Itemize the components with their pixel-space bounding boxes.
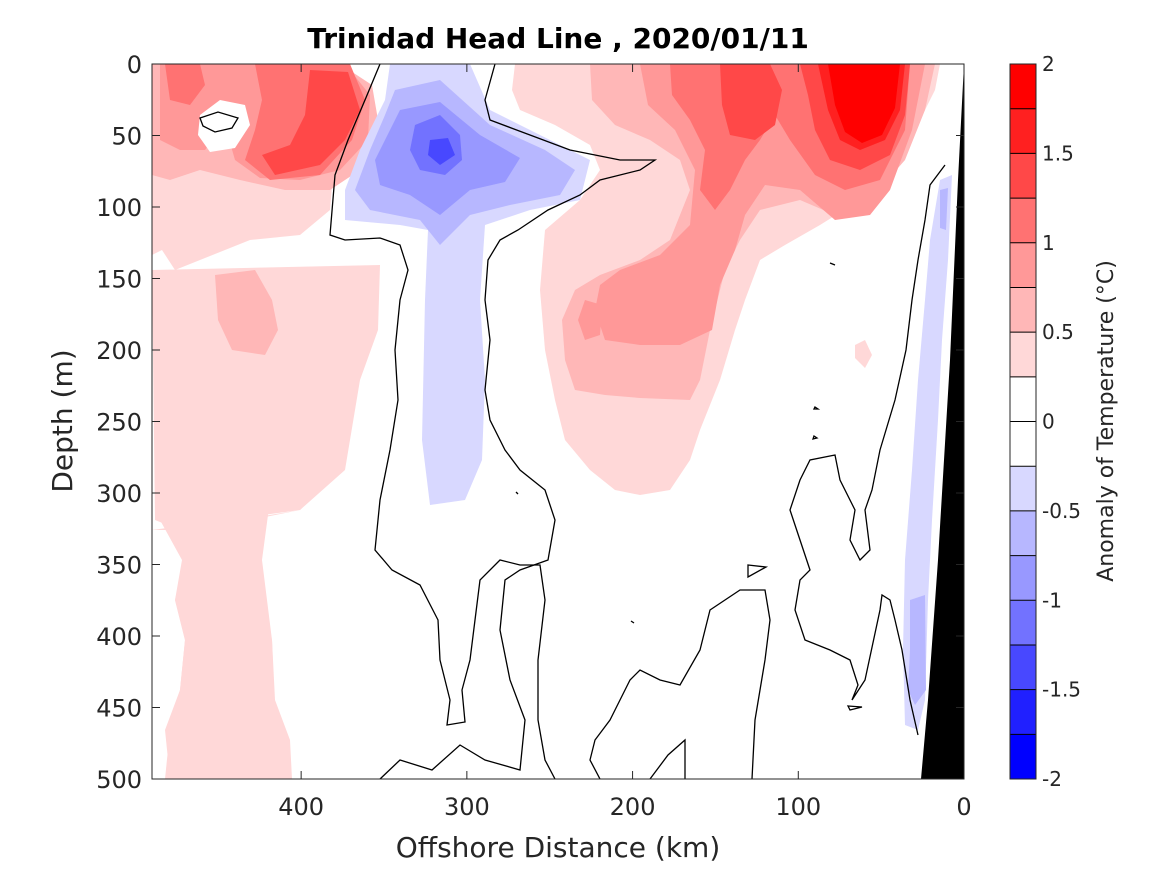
colorbar-label: Anomaly of Temperature (°C) — [1094, 260, 1119, 582]
colorbar-tick-label: 1 — [1042, 231, 1055, 255]
contour-ring-1 — [199, 111, 239, 133]
y-tick-label: 150 — [96, 266, 142, 294]
contour-dot-3 — [812, 434, 819, 440]
colorbar-swatch — [1010, 421, 1036, 467]
colorbar-swatch — [1010, 242, 1036, 288]
colorbar-swatch — [1010, 287, 1036, 333]
colorbar-tick-label: 2 — [1042, 52, 1055, 76]
colorbar-swatch — [1010, 108, 1036, 154]
anomaly-region-neutral-hole — [198, 100, 250, 152]
anomaly-region-warm-center — [828, 64, 900, 143]
y-axis: 0 50 100 150 200 250 300 350 400 450 500 — [96, 51, 964, 794]
colorbar-tick-label: 0.5 — [1042, 320, 1074, 344]
colorbar-swatch — [1010, 555, 1036, 601]
anomaly-region-nearshore-cold-spot — [940, 188, 948, 230]
y-tick-label: 450 — [96, 695, 142, 723]
colorbar-tick-label: 0 — [1042, 410, 1055, 434]
x-tick-label: 200 — [610, 793, 656, 821]
colorbar-swatch — [1010, 332, 1036, 378]
contour-ring-3 — [846, 705, 863, 711]
colorbar-swatch — [1010, 198, 1036, 244]
anomaly-region-warm-b-core — [262, 70, 360, 175]
y-tick-label: 300 — [96, 480, 142, 508]
contour-line-4 — [589, 589, 771, 779]
colorbar-tick-label: -1.5 — [1042, 678, 1081, 702]
y-tick-label: 50 — [111, 123, 142, 151]
colorbar-tick-label: -2 — [1042, 767, 1062, 791]
colorbar-swatch — [1010, 510, 1036, 557]
anomaly-region-inshore-hotter — [720, 64, 782, 140]
anomaly-region-nearshore-cold-strong — [908, 595, 926, 705]
anomaly-region-nearshore-cold — [903, 175, 952, 730]
y-tick-label: 250 — [96, 409, 142, 437]
contour-line-2 — [379, 64, 658, 779]
colorbar-swatch — [1010, 466, 1036, 512]
colorbar-frame — [1009, 63, 1037, 780]
x-tick-label: 100 — [775, 793, 821, 821]
anomaly-region-warm-spot — [855, 340, 872, 368]
y-tick-label: 350 — [96, 552, 142, 580]
contour-line-5 — [649, 738, 686, 779]
colorbar-ticks: 2 1.5 1 0.5 0 -0.5 -1 -1.5 -2 — [1042, 52, 1081, 791]
contour-ring-2 — [747, 564, 769, 579]
x-tick-label: 0 — [956, 793, 971, 821]
contour-line-1 — [329, 64, 556, 779]
x-tick-label: 300 — [444, 793, 490, 821]
y-axis-label: Depth (m) — [46, 349, 79, 492]
colorbar-swatch — [1010, 376, 1036, 422]
colorbar-tick-label: -0.5 — [1042, 499, 1081, 523]
contour-dot-5 — [515, 491, 519, 495]
x-axis-label: Offshore Distance (km) — [396, 831, 721, 864]
colorbar-swatch — [1010, 64, 1036, 110]
colorbar-tick-label: 1.5 — [1042, 141, 1074, 165]
x-tick-label: 400 — [278, 793, 324, 821]
colorbar-tick-label: -1 — [1042, 588, 1062, 612]
colorbar-swatch — [1010, 644, 1036, 691]
chart-title: Trinidad Head Line , 2020/01/11 — [307, 22, 809, 55]
x-axis: 400 300 200 100 0 — [278, 64, 972, 821]
y-tick-label: 0 — [127, 51, 142, 79]
contour-line-3 — [789, 164, 946, 736]
y-tick-label: 400 — [96, 623, 142, 651]
bathymetry-wedge — [921, 64, 964, 779]
anomaly-region-offshore-mid — [215, 270, 278, 355]
y-tick-label: 100 — [96, 194, 142, 222]
contour-dot-1 — [829, 262, 836, 266]
colorbar-swatch — [1010, 734, 1036, 780]
colorbar-swatch — [1010, 600, 1036, 646]
zero-contours — [199, 64, 946, 779]
anomaly-region-offshore-lower — [160, 380, 352, 779]
y-tick-label: 200 — [96, 337, 142, 365]
y-tick-label: 500 — [96, 766, 142, 794]
anomaly-region-warm-a — [165, 64, 205, 105]
anomaly-field — [152, 64, 952, 779]
colorbar-swatch — [1010, 689, 1036, 735]
anomaly-region-cold-center — [428, 138, 455, 165]
contour-dot-4 — [630, 620, 635, 624]
colorbar-swatch — [1010, 153, 1036, 199]
contour-dot-2 — [812, 406, 821, 410]
anomaly-region-warm-patch — [578, 300, 602, 340]
colorbar — [1010, 64, 1036, 780]
